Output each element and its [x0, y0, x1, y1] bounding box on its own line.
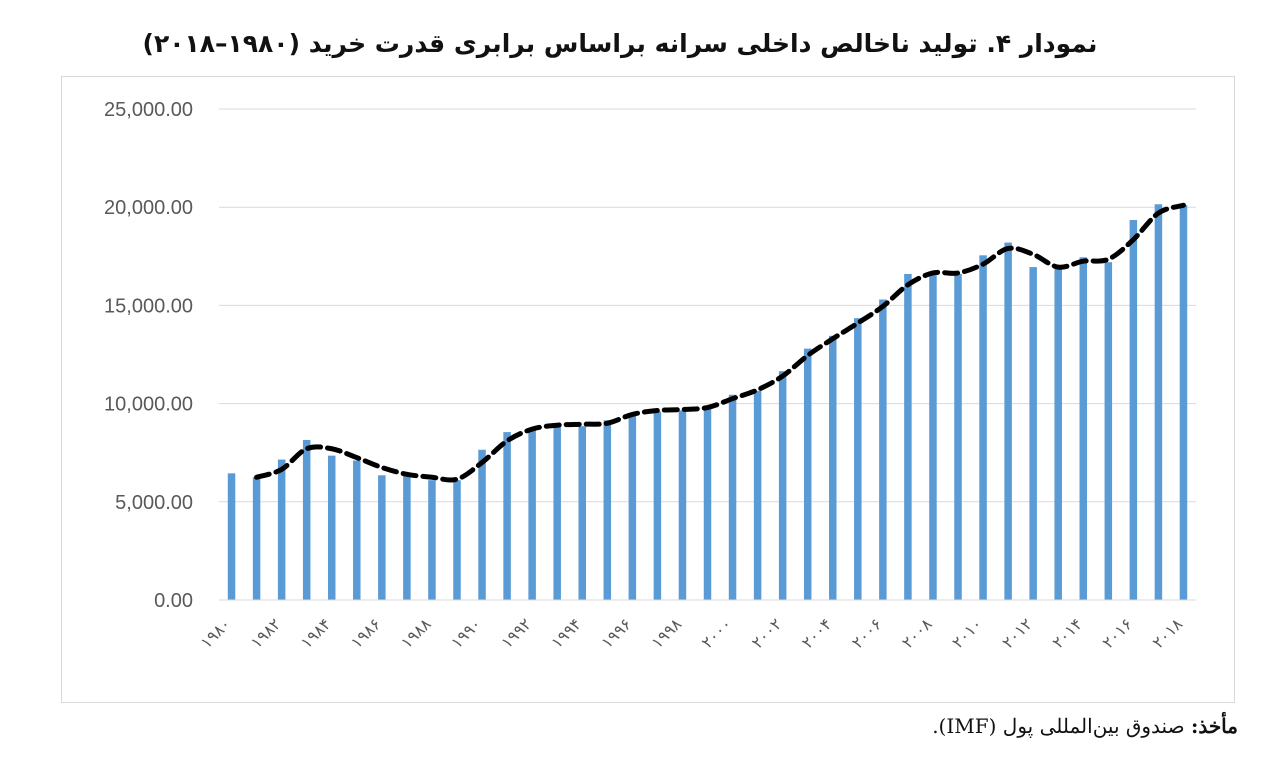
bar-2004: [829, 335, 837, 600]
x-tick-label: ۱۹۸۰: [197, 614, 235, 652]
y-tick-label: 15,000.00: [104, 295, 193, 317]
x-tick-label: ۲۰۱۶: [1098, 614, 1136, 652]
bar-2000: [728, 394, 737, 600]
bar-1986: [378, 475, 386, 600]
x-tick-label: ۲۰۰۶: [848, 614, 886, 652]
y-tick-label: 20,000.00: [104, 197, 193, 219]
x-tick-label: ۲۰۱۸: [1149, 614, 1187, 652]
bar-2007: [904, 273, 912, 600]
bar-2016: [1129, 219, 1138, 600]
x-tick-label: ۲۰۱۲: [998, 614, 1036, 652]
bar-2012: [1029, 267, 1037, 600]
x-tick-label: ۲۰۰۲: [748, 614, 786, 652]
bar-1985: [353, 460, 361, 600]
bar-2003: [803, 348, 812, 600]
bar-2006: [879, 299, 887, 600]
x-tick-label: ۱۹۹۰: [447, 614, 485, 652]
chart-frame: [61, 76, 1235, 703]
x-tick-label: ۱۹۸۸: [397, 614, 435, 652]
bar-1981: [252, 477, 261, 600]
bar-1996: [628, 413, 637, 600]
x-tick-label: ۲۰۱۰: [948, 614, 986, 652]
bar-1997: [653, 411, 662, 600]
bar-1991: [503, 432, 511, 600]
y-tick-label: 25,000.00: [104, 99, 193, 121]
x-tick-label: ۱۹۹۴: [547, 614, 585, 652]
x-tick-label: ۲۰۰۸: [898, 614, 936, 652]
bar-1995: [603, 420, 612, 600]
bar-2009: [954, 273, 962, 600]
chart-title: نمودار ۴. تولید ناخالص داخلی سرانه براسا…: [142, 29, 1098, 58]
source-note: مأخذ: صندوق بین‌المللی پول (IMF).: [932, 714, 1238, 738]
x-tick-label: ۱۹۹۸: [648, 614, 686, 652]
trend-line: [254, 202, 1186, 483]
x-tick-label: ۱۹۸۴: [297, 614, 335, 652]
x-tick-label: ۲۰۰۰: [698, 614, 736, 652]
bar-1994: [578, 426, 586, 600]
bar-2013: [1054, 265, 1062, 600]
bar-1992: [528, 429, 536, 600]
bar-1999: [703, 408, 712, 600]
y-axis-ticks: 0.00 5,000.00 10,000.00 15,000.00 20,000.00 2…: [104, 99, 193, 612]
x-tick-label: ۲۰۱۴: [1048, 614, 1086, 652]
bar-2001: [753, 390, 762, 600]
source-label: مأخذ:: [1190, 714, 1238, 738]
x-tick-label: ۱۹۸۶: [347, 614, 385, 652]
bar-1982: [277, 459, 286, 600]
bar-1998: [678, 410, 687, 600]
bar-2014: [1079, 257, 1088, 600]
bar-2005: [854, 318, 862, 600]
bar-2017: [1154, 204, 1163, 600]
bar-2018: [1179, 205, 1188, 601]
bar-2008: [929, 272, 937, 600]
source-text: صندوق بین‌المللی پول (IMF).: [932, 714, 1191, 738]
bar-series: [227, 204, 1188, 601]
trend-series: [254, 202, 1186, 483]
bar-2010: [979, 255, 987, 600]
x-tick-label: ۱۹۸۲: [247, 614, 285, 652]
y-tick-label: 5,000.00: [115, 492, 193, 514]
y-tick-label: 10,000.00: [104, 394, 193, 416]
y-tick-label: 0.00: [154, 590, 193, 612]
x-axis-ticks: ۱۹۸۰ ۱۹۸۲ ۱۹۸۴ ۱۹۸۶ ۱۹۸۸ ۱۹۹۰ ۱۹۹۲ ۱۹۹۴ ۱۹۹۶ ۱۹۹۸…: [197, 614, 1187, 652]
bar-1983: [302, 439, 311, 600]
x-tick-label: ۱۹۹۶: [597, 614, 635, 652]
bar-1980: [227, 473, 236, 600]
x-tick-label: ۱۹۹۲: [497, 614, 535, 652]
x-tick-label: ۲۰۰۴: [798, 614, 836, 652]
bar-1993: [553, 425, 561, 600]
bar-2011: [1004, 242, 1012, 601]
bar-1988: [428, 480, 436, 600]
bar-2015: [1104, 262, 1113, 600]
bar-1989: [453, 480, 461, 600]
bar-1990: [478, 449, 486, 600]
bar-1987: [403, 474, 411, 600]
bar-2002: [778, 371, 787, 600]
bar-1984: [327, 455, 336, 600]
